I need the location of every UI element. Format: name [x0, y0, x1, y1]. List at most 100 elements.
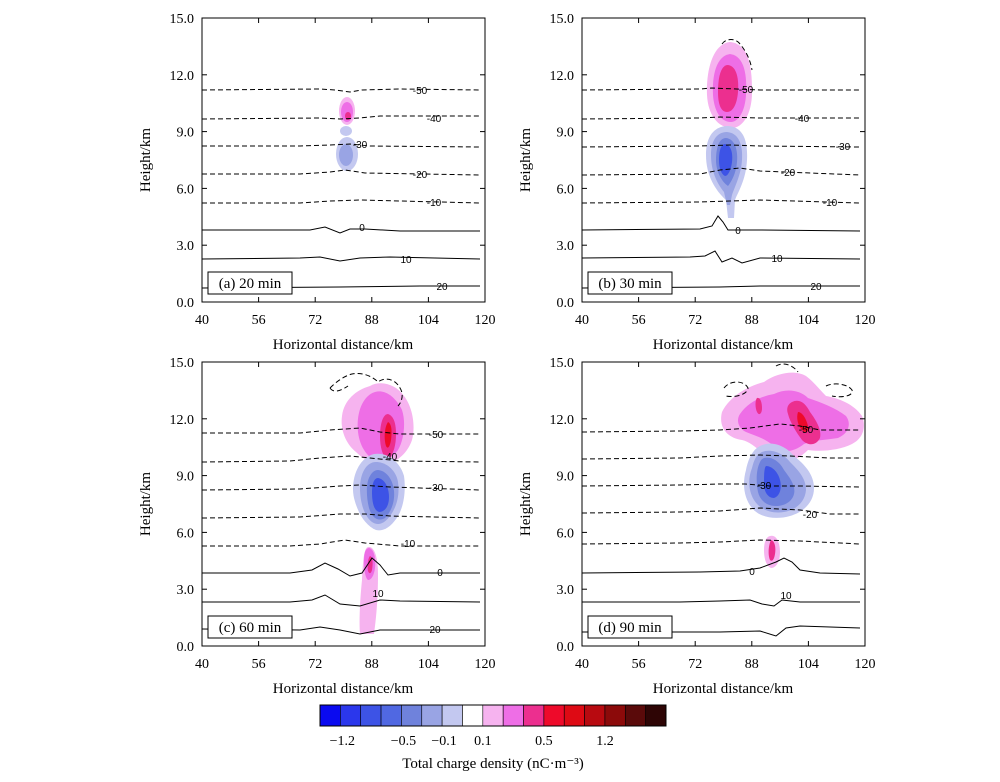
x-tick-label: 40	[575, 657, 589, 672]
isotherm-0	[581, 557, 861, 575]
isotherm-minus40	[201, 455, 481, 463]
colorbar-tick-label: −0.5	[391, 734, 416, 749]
isotherm-labels: -50 -40 -30 -20 -10 0 10 20	[353, 86, 448, 293]
isotherm-label: -50	[429, 430, 444, 441]
isotherm-label: -50	[739, 85, 754, 96]
negative-charge-region	[340, 126, 352, 136]
colorbar-cells	[319, 704, 667, 727]
charge-shading	[706, 42, 752, 218]
isotherm-label: -30	[757, 481, 772, 492]
x-tick-label: 72	[308, 313, 322, 328]
panel-label-box: (d) 90 min	[587, 615, 673, 639]
x-tick-label: 56	[632, 313, 646, 328]
y-tick-label: 0.0	[557, 296, 575, 311]
x-tick-label: 120	[475, 313, 496, 328]
x-tick-label: 56	[632, 657, 646, 672]
isotherm-20	[582, 625, 861, 637]
x-axis-label: Horizontal distance/km	[653, 337, 794, 353]
panel-label: (b) 30 min	[598, 276, 662, 292]
x-tick-label: 88	[745, 657, 759, 672]
x-tick-label: 72	[308, 657, 322, 672]
plot-frame	[201, 361, 486, 647]
colorbar-cell	[584, 704, 606, 727]
negative-charge-region	[339, 144, 353, 166]
plot-frame	[201, 17, 486, 303]
temperature-isotherms	[201, 88, 481, 289]
y-tick-label: 0.0	[557, 640, 575, 655]
isotherm-minus20	[581, 507, 860, 515]
x-axis-label: Horizontal distance/km	[653, 681, 794, 697]
x-tick-label: 120	[855, 313, 876, 328]
isotherm-0	[581, 215, 861, 232]
isotherm-minus10	[202, 199, 481, 204]
isotherm-20	[201, 626, 480, 635]
plot-area: -50 -30 -20 0 10 (d) 90 min	[581, 361, 866, 647]
isotherm-label: -40	[795, 114, 810, 125]
isotherm-label: -10	[401, 539, 416, 550]
isotherm-label: 20	[429, 625, 441, 636]
charge-shading	[341, 383, 414, 634]
y-tick-label: 3.0	[557, 239, 575, 254]
isotherm-label: -30	[353, 140, 368, 151]
isotherm-label: -30	[429, 483, 444, 494]
x-tick-label: 40	[195, 313, 209, 328]
isotherm-label: -10	[427, 198, 442, 209]
y-tick-label: 15.0	[550, 12, 575, 27]
x-tick-label: 88	[365, 313, 379, 328]
colorbar-cell	[624, 704, 646, 727]
colorbar-cell	[441, 704, 463, 727]
y-tick-label: 3.0	[177, 239, 195, 254]
y-tick-label: 15.0	[550, 356, 575, 371]
isotherm-minus30	[581, 483, 861, 488]
isotherm-label: 0	[437, 568, 443, 579]
x-tick-label: 120	[855, 657, 876, 672]
colorbar-tick-labels: −1.2 −0.5 −0.1 0.1 0.5 1.2	[330, 734, 614, 749]
colorbar-cell	[340, 704, 362, 727]
isotherm-minus10	[581, 199, 861, 204]
negative-charge-region	[372, 478, 389, 512]
isotherm-label: -30	[836, 142, 851, 153]
positive-charge-region	[384, 422, 392, 448]
isotherm-label: 10	[780, 591, 792, 602]
isotherm-minus30	[201, 484, 481, 491]
isotherm-minus20	[201, 513, 481, 519]
charge-shading	[721, 372, 864, 568]
y-tick-label: 3.0	[557, 583, 575, 598]
isotherm-minus10	[202, 539, 480, 547]
y-tick-label: 9.0	[557, 126, 575, 141]
isotherm-label: -50	[413, 86, 428, 97]
y-tick-label: 0.0	[177, 296, 195, 311]
isotherm-minus30	[581, 144, 861, 148]
panel-label: (d) 90 min	[598, 620, 662, 636]
panel-a: -50 -40 -30 -20 -10 0 10 20 (a) 20 min 4…	[138, 12, 496, 353]
colorbar-cell	[543, 704, 565, 727]
y-axis-label: Height/km	[138, 128, 154, 192]
positive-charge-region	[367, 556, 373, 574]
x-axis-label: Horizontal distance/km	[273, 681, 414, 697]
temperature-isotherms	[581, 363, 861, 637]
isotherm-10	[202, 594, 481, 607]
positive-charge-region	[768, 540, 776, 561]
isotherm-minus20	[581, 167, 861, 176]
colorbar-cell	[523, 704, 545, 727]
plot-frame	[581, 17, 866, 303]
axes: 40 56 72 88 104 120 0.0 3.0 6.0 9.0 12.0 15.0	[550, 356, 876, 672]
x-tick-label: 88	[365, 657, 379, 672]
colorbar-tick-label: −0.1	[431, 734, 456, 749]
cloud-top-contour	[329, 385, 349, 392]
isotherm-label: 10	[372, 589, 384, 600]
x-tick-label: 104	[418, 657, 439, 672]
colorbar-cell	[563, 704, 585, 727]
panel-d: -50 -30 -20 0 10 (d) 90 min 40 56 72 88 104 1…	[518, 356, 876, 697]
isotherm-10	[582, 599, 860, 607]
y-tick-label: 12.0	[550, 413, 575, 428]
panel-b: -50 -40 -30 -20 -10 0 10 20 (b) 30 min 4…	[518, 12, 876, 353]
isotherm-label: 10	[400, 255, 412, 266]
colorbar-cell	[502, 704, 524, 727]
colorbar-cell	[645, 704, 667, 727]
colorbar-cell	[604, 704, 626, 727]
isotherm-labels: -50 -40 -30 -10 0 10 20	[372, 430, 443, 636]
x-tick-label: 40	[575, 313, 589, 328]
y-tick-label: 6.0	[557, 182, 575, 197]
